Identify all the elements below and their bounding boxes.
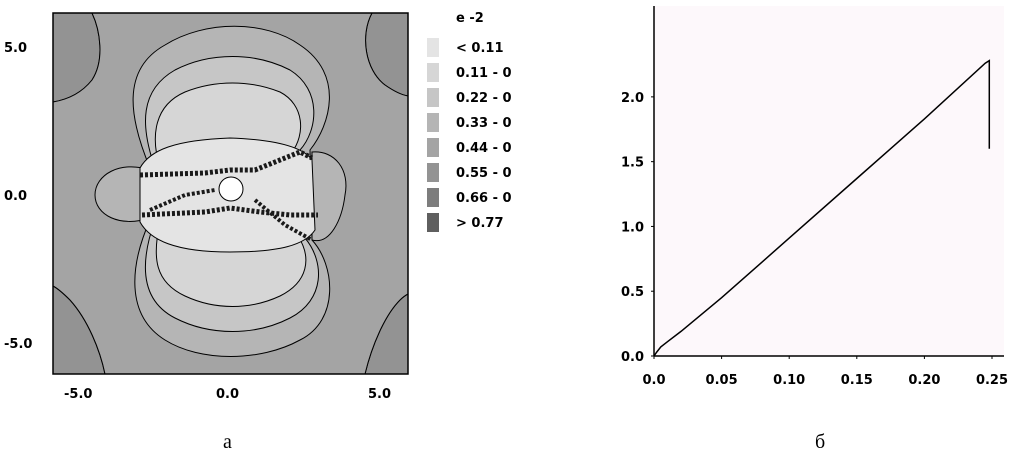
contour-x-tick-label: 5.0 (368, 387, 391, 402)
legend-swatch (427, 213, 439, 232)
line-x-tick-label: 0.20 (908, 373, 940, 388)
line-y-tick-label: 0.5 (621, 285, 644, 300)
legend-swatch (427, 163, 439, 182)
line-x-tick-label: 0.15 (841, 373, 873, 388)
legend-label: 0.33 - 0 (456, 116, 512, 131)
line-plot-background (654, 6, 1004, 356)
legend-label: 0.22 - 0 (456, 91, 512, 106)
contour-legend: e -2 < 0.11 0.11 - 0 0.22 - 0 0.33 - 0 0.44 … (427, 11, 512, 232)
contour-plot-frame (52, 12, 409, 375)
legend-label: 0.11 - 0 (456, 66, 512, 81)
contour-x-tick-label: 0.0 (216, 387, 239, 402)
contour-chart: 5.0 0.0 -5.0 -5.0 0.0 5.0 (4, 12, 409, 402)
caption-left: а (223, 431, 232, 453)
line-series (653, 59, 991, 357)
legend-label: 0.66 - 0 (456, 191, 512, 206)
contour-y-tick-label: -5.0 (4, 337, 32, 352)
line-chart: 2.0 1.5 1.0 0.5 0.0 0.0 0.05 0.10 0.15 0.20 0.25 (621, 6, 1008, 388)
legend-label: 0.55 - 0 (456, 166, 512, 181)
legend-swatch (427, 138, 439, 157)
line-y-tick-label: 2.0 (621, 91, 644, 106)
line-x-tick-label: 0.25 (976, 373, 1008, 388)
contour-lobe-right (311, 151, 347, 242)
contour-y-tick-label: 5.0 (4, 41, 27, 56)
legend-label: < 0.11 (456, 41, 504, 56)
line-x-tick-label: 0.10 (773, 373, 805, 388)
legend-swatch (427, 113, 439, 132)
legend-swatch (427, 63, 439, 82)
legend-swatch (427, 38, 439, 57)
legend-swatch (427, 88, 439, 107)
legend-label: > 0.77 (456, 216, 504, 231)
legend-title: e -2 (456, 11, 484, 26)
line-y-tick-label: 0.0 (621, 350, 644, 365)
caption-right: б (815, 431, 825, 453)
crack-band-diagonal-2 (149, 188, 216, 212)
central-hole (218, 176, 244, 202)
contour-x-tick-label: -5.0 (64, 387, 92, 402)
line-x-tick-label: 0.05 (706, 373, 738, 388)
legend-label: 0.44 - 0 (456, 141, 512, 156)
crack-band-lower (141, 205, 318, 218)
crack-band-upper (139, 149, 314, 178)
contour-y-tick-label: 0.0 (4, 189, 27, 204)
line-x-tick-label: 0.0 (642, 373, 665, 388)
contour-lobe-left (94, 166, 151, 222)
line-y-tick-label: 1.0 (621, 220, 644, 235)
line-y-tick-label: 1.5 (621, 156, 644, 171)
legend-swatch (427, 188, 439, 207)
